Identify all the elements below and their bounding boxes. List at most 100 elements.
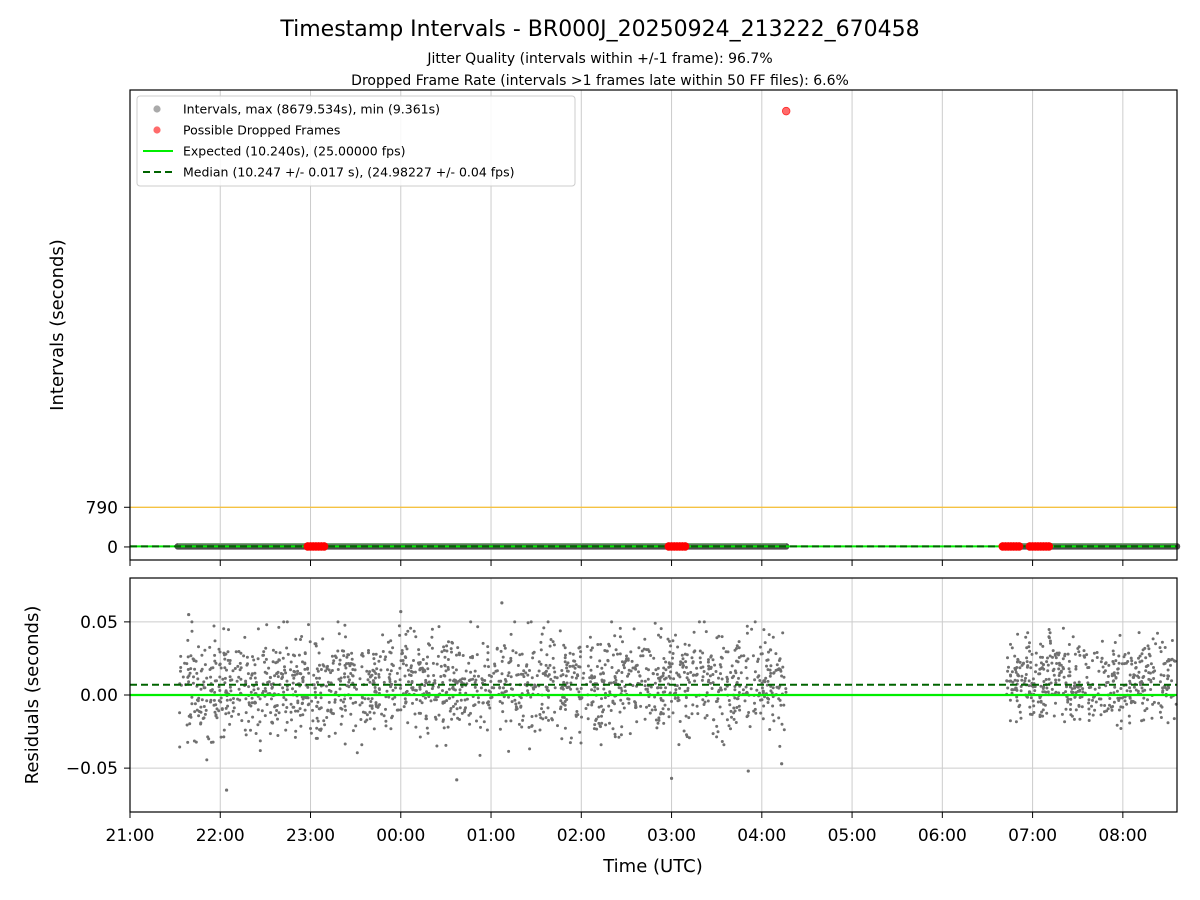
residual-point: [247, 719, 251, 723]
residual-point: [340, 649, 344, 653]
residual-point: [417, 652, 421, 656]
residual-point: [274, 713, 278, 717]
residual-point: [1074, 667, 1078, 671]
residual-point: [620, 725, 624, 729]
residual-point: [458, 706, 462, 710]
residual-point: [715, 735, 719, 739]
residual-point: [465, 697, 469, 701]
residual-point: [218, 675, 222, 679]
residual-point: [751, 654, 755, 658]
residual-point: [691, 703, 695, 707]
residual-point: [1165, 659, 1169, 663]
residual-point: [1057, 691, 1061, 695]
x-tick-label: 06:00: [918, 826, 967, 846]
residual-point: [1111, 705, 1115, 708]
residual-point: [1122, 655, 1126, 659]
residual-point: [771, 686, 775, 690]
residual-point: [1151, 670, 1155, 674]
residual-point: [1010, 670, 1014, 674]
residual-point: [668, 639, 671, 643]
residual-point: [657, 633, 660, 637]
residual-point: [464, 669, 468, 673]
residual-point: [769, 664, 773, 668]
residual-point: [425, 681, 428, 685]
residual-point: [223, 681, 227, 685]
residual-point: [756, 660, 760, 663]
residual-point: [208, 645, 212, 649]
residual-point: [578, 697, 582, 701]
residual-point: [1101, 665, 1105, 669]
residual-point: [719, 686, 723, 690]
residual-point: [395, 671, 399, 675]
residual-point: [613, 634, 617, 638]
residual-point: [606, 658, 610, 662]
residual-point: [611, 727, 615, 731]
residual-point: [648, 711, 652, 715]
residual-point: [574, 676, 578, 680]
residual-point: [581, 676, 585, 680]
residual-point: [445, 699, 449, 703]
residual-point: [1072, 684, 1076, 688]
residual-point: [1119, 727, 1123, 730]
residual-point: [224, 689, 228, 693]
residual-point: [336, 620, 340, 624]
residual-point: [542, 626, 546, 630]
residual-point: [1140, 652, 1144, 656]
residual-point: [671, 652, 675, 655]
residual-point: [661, 712, 665, 716]
residual-point: [625, 654, 628, 658]
residual-point: [355, 687, 358, 691]
residual-point: [593, 689, 597, 693]
residual-point: [686, 678, 690, 682]
residual-point: [300, 635, 304, 638]
residual-point: [363, 711, 367, 715]
residual-point: [1020, 674, 1024, 678]
residual-point: [622, 663, 626, 667]
residual-point: [630, 659, 634, 663]
residual-point: [344, 635, 347, 639]
residual-point: [544, 663, 548, 667]
residual-point: [758, 645, 762, 649]
residual-point: [1134, 666, 1138, 670]
residual-point: [689, 670, 693, 674]
residual-point: [417, 648, 421, 652]
residual-point: [1046, 669, 1050, 673]
residual-point: [202, 705, 206, 708]
residual-point: [655, 672, 659, 676]
residual-point: [429, 699, 433, 703]
residual-point: [263, 714, 267, 718]
residual-point: [363, 697, 367, 701]
residual-point: [1172, 717, 1176, 721]
residual-point: [599, 704, 603, 708]
residual-point: [451, 665, 455, 669]
residual-point: [495, 669, 499, 673]
residual-point: [538, 713, 542, 716]
residual-point: [684, 714, 688, 718]
residual-point: [390, 682, 394, 686]
residual-point: [1113, 673, 1116, 677]
residual-point: [315, 736, 319, 740]
residual-point: [720, 635, 724, 639]
residual-point: [697, 620, 701, 624]
residual-point: [646, 677, 650, 681]
residual-point: [1022, 661, 1025, 665]
residual-point: [391, 646, 395, 650]
residual-point: [332, 659, 336, 663]
residual-point: [552, 643, 556, 647]
residual-point: [1120, 696, 1124, 700]
residual-point: [375, 667, 379, 671]
residual-point: [230, 714, 234, 718]
residual-point: [279, 672, 283, 675]
residual-point: [754, 711, 758, 715]
residual-point: [558, 629, 562, 633]
residual-point: [502, 644, 506, 648]
residual-point: [559, 686, 563, 690]
residual-point: [766, 668, 770, 672]
residual-point: [488, 706, 492, 710]
residual-point: [716, 697, 720, 701]
top-y-tick-label: 0: [107, 538, 118, 558]
residual-point: [506, 674, 510, 678]
residual-point: [569, 687, 573, 691]
residual-point: [281, 675, 284, 679]
residual-point: [468, 722, 472, 726]
